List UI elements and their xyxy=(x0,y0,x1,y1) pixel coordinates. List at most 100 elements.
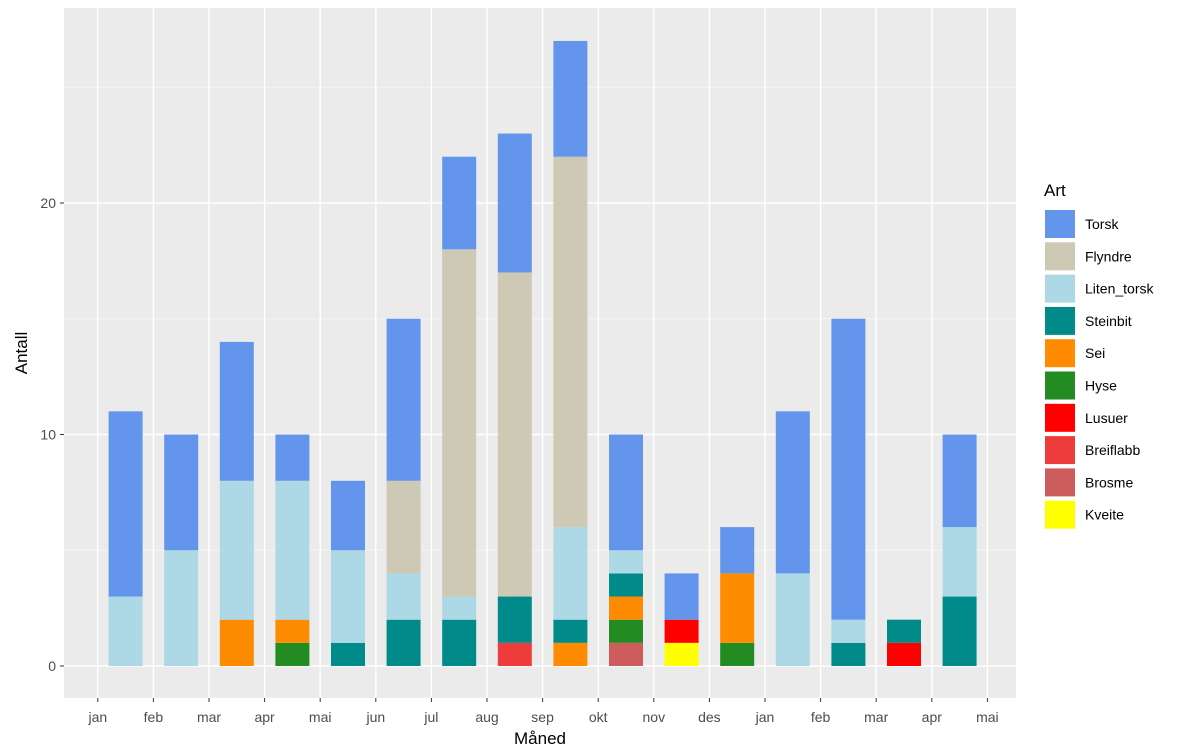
bar-segment-liten-torsk xyxy=(108,596,143,666)
x-tick-label: feb xyxy=(811,709,831,725)
bar-segment-liten-torsk xyxy=(219,480,254,620)
x-tick-label: apr xyxy=(922,709,943,725)
x-tick-label: des xyxy=(698,709,721,725)
bar-segment-sei xyxy=(219,619,254,666)
bar-segment-liten-torsk xyxy=(609,550,643,574)
bar-segment-torsk xyxy=(275,434,310,481)
legend-label: Kveite xyxy=(1085,507,1124,523)
bar-segment-torsk xyxy=(609,434,643,551)
bar-segment-kveite xyxy=(664,642,699,666)
bar-segment-torsk xyxy=(942,434,977,528)
bar-segment-steinbit xyxy=(497,596,532,643)
legend-title: Art xyxy=(1044,181,1066,200)
x-tick-label: mar xyxy=(864,709,888,725)
x-tick-label: okt xyxy=(589,709,608,725)
bar-segment-liten-torsk xyxy=(331,550,365,643)
legend-label: Torsk xyxy=(1085,216,1119,232)
bar-segment-liten-torsk xyxy=(831,619,866,643)
legend-key-kveite xyxy=(1045,500,1075,529)
bar-segment-torsk xyxy=(442,156,477,250)
bar-segment-hyse xyxy=(609,619,643,643)
grid-lines xyxy=(64,8,1016,698)
bar-segment-flyndre xyxy=(386,480,421,574)
legend-label: Breiflabb xyxy=(1085,442,1140,458)
legend-key-liten-torsk xyxy=(1045,274,1075,303)
plot-panel xyxy=(64,8,1016,698)
bar-segment-torsk xyxy=(164,434,199,551)
x-tick-label: aug xyxy=(475,709,498,725)
bar-segment-steinbit xyxy=(609,573,643,597)
bars xyxy=(108,40,977,666)
x-tick-label: jan xyxy=(755,709,775,725)
bar-segment-torsk xyxy=(497,133,532,273)
bar-segment-steinbit xyxy=(331,642,365,666)
bar-segment-breiflabb xyxy=(497,642,532,666)
bar-segment-torsk xyxy=(831,318,866,620)
legend: Art Torsk Flyndre Liten_torsk Steinbit Sei Hy… xyxy=(1044,181,1154,529)
bar-segment-flyndre xyxy=(553,156,588,528)
bar-segment-steinbit xyxy=(942,596,977,666)
x-tick-label: apr xyxy=(254,709,275,725)
bar-segment-torsk xyxy=(553,40,588,157)
legend-label: Sei xyxy=(1085,345,1105,361)
legend-label: Hyse xyxy=(1085,378,1117,394)
bar-segment-flyndre xyxy=(442,249,477,597)
legend-key-brosme xyxy=(1045,468,1075,497)
bar-segment-hyse xyxy=(720,642,755,666)
y-axis-title: Antall xyxy=(12,332,31,375)
bar-segment-sei xyxy=(720,573,755,643)
bar-segment-steinbit xyxy=(386,619,421,666)
legend-label: Lusuer xyxy=(1085,410,1128,426)
x-tick-label: mai xyxy=(309,709,332,725)
x-tick-label: jan xyxy=(87,709,107,725)
bar-segment-liten-torsk xyxy=(942,527,977,597)
bar-segment-sei xyxy=(275,619,310,643)
bar-segment-lusuer xyxy=(664,619,699,643)
x-tick-label: jul xyxy=(423,709,438,725)
bar-segment-steinbit xyxy=(442,619,477,666)
bar-segment-liten-torsk xyxy=(386,573,421,620)
bar-segment-steinbit xyxy=(887,619,921,643)
bar-segment-torsk xyxy=(664,573,699,620)
bar-segment-torsk xyxy=(219,341,254,481)
bar-segment-liten-torsk xyxy=(442,596,477,620)
legend-key-breiflabb xyxy=(1045,436,1075,465)
bar-segment-hyse xyxy=(275,642,310,666)
bar-segment-torsk xyxy=(775,411,810,574)
legend-key-flyndre xyxy=(1045,242,1075,271)
x-axis-title: Måned xyxy=(514,729,566,748)
legend-key-steinbit xyxy=(1045,306,1075,335)
bar-segment-brosme xyxy=(609,642,643,666)
legend-label: Brosme xyxy=(1085,474,1133,490)
x-tick-label: nov xyxy=(643,709,666,725)
bar-segment-liten-torsk xyxy=(775,573,810,666)
legend-key-hyse xyxy=(1045,371,1075,400)
legend-key-torsk xyxy=(1045,210,1075,238)
x-axis: jan feb mar apr mai jun jul aug sep okt nov des jan f… xyxy=(87,698,999,725)
x-tick-label: mar xyxy=(197,709,221,725)
bar-segment-sei xyxy=(609,596,643,620)
x-tick-label: mai xyxy=(976,709,999,725)
x-tick-label: feb xyxy=(144,709,164,725)
bar-segment-liten-torsk xyxy=(275,480,310,620)
bar-segment-steinbit xyxy=(831,642,866,666)
bar-segment-torsk xyxy=(386,318,421,481)
bar-segment-lusuer xyxy=(887,642,921,666)
x-tick-label: sep xyxy=(531,709,554,725)
bar-segment-flyndre xyxy=(497,272,532,597)
bar-segment-torsk xyxy=(108,411,143,597)
bar-segment-torsk xyxy=(331,480,365,551)
y-tick-label: 10 xyxy=(40,427,56,443)
legend-label: Steinbit xyxy=(1085,313,1132,329)
legend-key-lusuer xyxy=(1045,403,1075,432)
bar-segment-liten-torsk xyxy=(164,550,199,666)
bar-segment-steinbit xyxy=(553,619,588,643)
y-tick-label: 20 xyxy=(40,195,56,211)
legend-key-sei xyxy=(1045,339,1075,368)
bar-segment-torsk xyxy=(720,527,755,574)
x-tick-label: jun xyxy=(365,709,385,725)
legend-label: Liten_torsk xyxy=(1085,281,1154,297)
legend-label: Flyndre xyxy=(1085,248,1132,264)
bar-segment-liten-torsk xyxy=(553,527,588,620)
